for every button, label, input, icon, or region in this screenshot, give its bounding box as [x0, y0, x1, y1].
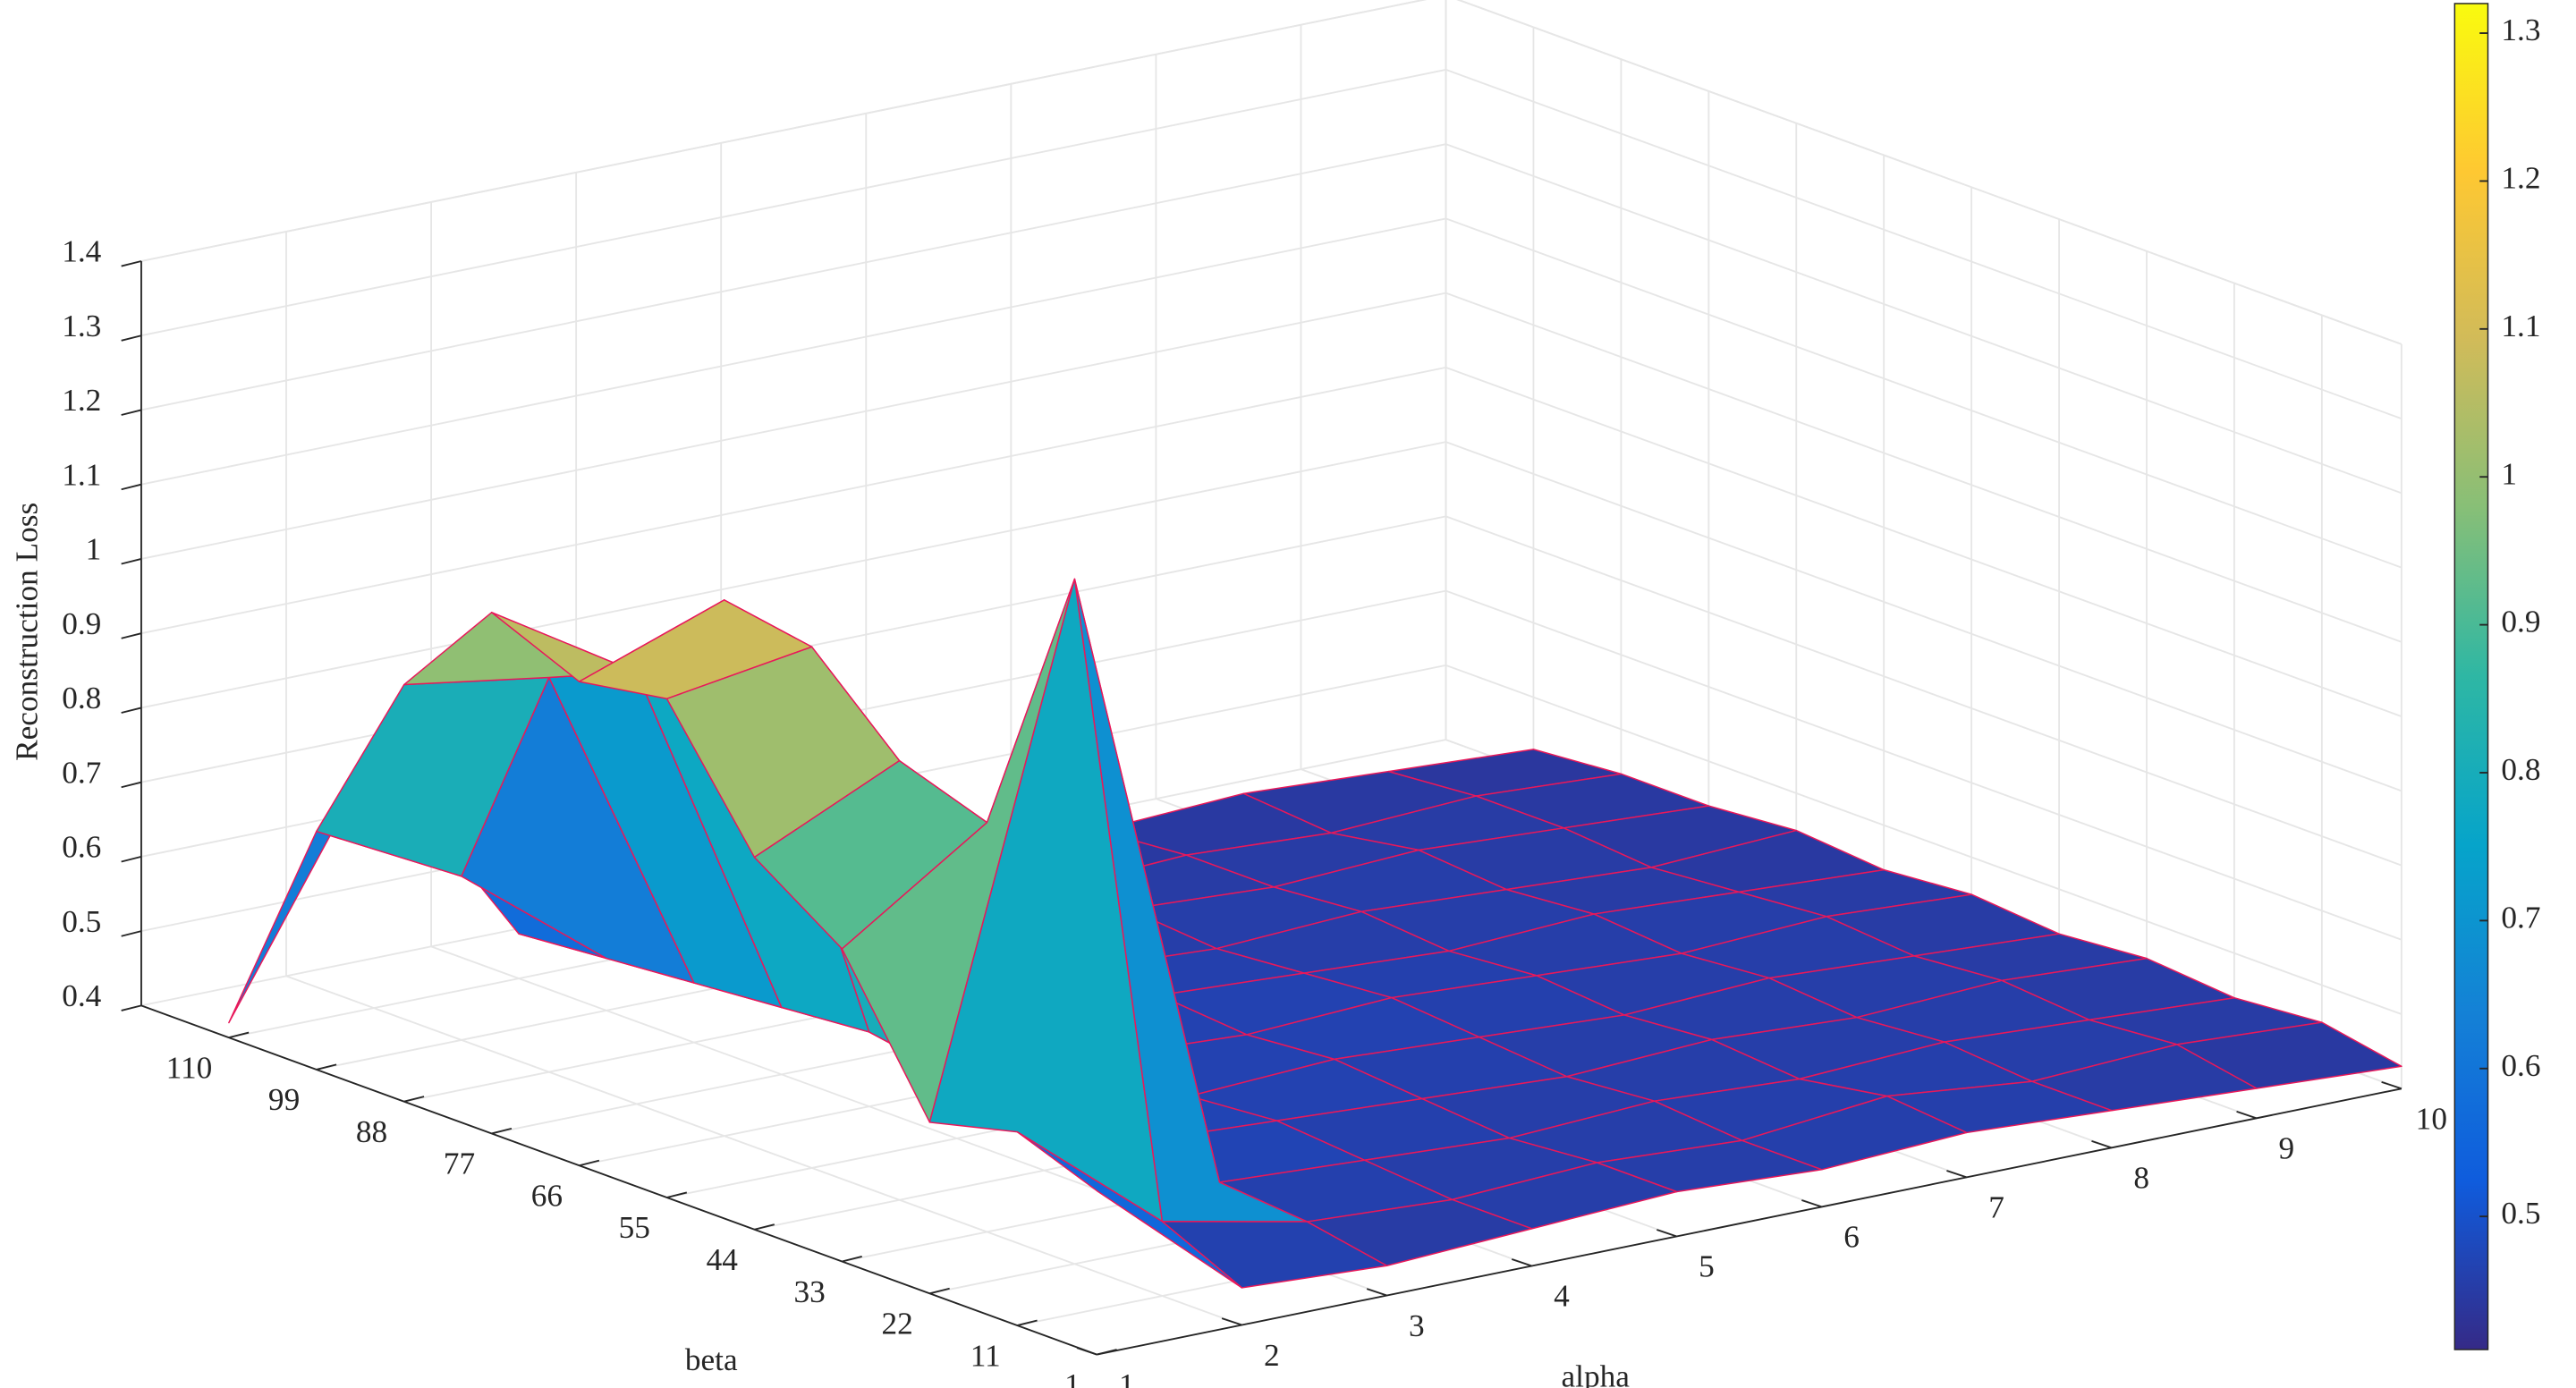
z-tick-label: 0.6 — [62, 830, 101, 865]
z-tick-label: 0.7 — [62, 755, 101, 790]
colorbar — [2453, 3, 2489, 1350]
axis-line — [1097, 1088, 2402, 1356]
y-tick-label: 33 — [794, 1274, 826, 1309]
y-tick-label: 22 — [881, 1307, 912, 1341]
box-edge — [140, 0, 1428, 262]
grid-line — [1445, 664, 2402, 1015]
y-tick-label: 66 — [531, 1178, 563, 1213]
z-axis-label: Reconstruction Loss — [10, 503, 45, 761]
y-tick-label: 11 — [970, 1338, 1001, 1373]
z-tick — [121, 260, 142, 267]
y-axis-label: beta — [685, 1342, 738, 1377]
x-tick-label: 1 — [1119, 1367, 1135, 1388]
colorbar-tick-label: 0.5 — [2501, 1196, 2540, 1231]
z-tick-label: 0.9 — [62, 606, 101, 641]
x-axis-label: alpha — [1562, 1359, 1631, 1388]
y-tick-label: 1 — [1064, 1367, 1080, 1388]
z-tick — [121, 334, 142, 342]
colorbar-tick-label: 0.7 — [2501, 900, 2540, 935]
colorbar-tick-label: 1.2 — [2501, 161, 2540, 196]
y-tick — [1017, 1319, 1038, 1326]
z-tick — [121, 409, 142, 416]
x-tick — [2091, 1140, 2113, 1149]
axis-line — [140, 1004, 1097, 1356]
x-tick — [1656, 1229, 1677, 1238]
z-tick-label: 0.4 — [62, 978, 101, 1013]
box-edge — [1456, 0, 2402, 345]
y-tick-label: 55 — [619, 1210, 650, 1245]
x-tick-label: 7 — [1988, 1190, 2004, 1225]
x-tick — [1221, 1317, 1242, 1326]
z-tick-label: 1.1 — [62, 457, 101, 492]
y-tick — [754, 1223, 775, 1231]
colorbar-tick-label: 1.3 — [2501, 13, 2540, 47]
z-tick — [121, 856, 142, 863]
y-tick — [403, 1096, 425, 1103]
y-tick — [929, 1287, 950, 1295]
grid-line — [140, 143, 1446, 411]
x-tick-label: 2 — [1264, 1338, 1280, 1373]
surface-face — [1016, 1130, 1243, 1289]
colorbar-tick-label: 1.1 — [2501, 309, 2540, 343]
y-tick-label: 77 — [444, 1147, 475, 1181]
x-tick — [2381, 1080, 2402, 1090]
grid-line — [1445, 515, 2402, 867]
x-tick — [2236, 1111, 2258, 1120]
colorbar-tick-label: 1 — [2501, 456, 2517, 491]
grid-line — [285, 975, 1242, 1326]
z-tick — [121, 930, 142, 937]
grid-line — [1445, 143, 2402, 495]
z-tick-label: 0.5 — [62, 904, 101, 939]
y-tick — [228, 1031, 250, 1039]
grid-line — [140, 69, 1446, 337]
z-tick — [121, 707, 142, 714]
z-tick-label: 1.2 — [62, 383, 101, 418]
z-tick — [121, 558, 142, 565]
x-tick — [1366, 1288, 1387, 1297]
colorbar-tick-label: 0.6 — [2501, 1048, 2540, 1083]
z-tick — [121, 1004, 142, 1011]
y-tick — [316, 1063, 337, 1071]
y-tick — [1097, 1349, 1117, 1356]
x-tick-label: 5 — [1699, 1249, 1715, 1284]
grid-line — [1445, 217, 2402, 569]
y-tick — [842, 1256, 862, 1263]
z-tick-label: 1 — [86, 532, 102, 567]
z-tick — [121, 632, 142, 639]
x-tick — [1511, 1258, 1532, 1267]
x-tick-label: 8 — [2133, 1161, 2149, 1196]
y-tick-label: 99 — [268, 1082, 300, 1117]
x-tick-label: 4 — [1554, 1279, 1570, 1314]
z-tick-label: 0.8 — [62, 681, 101, 715]
grid-line — [1445, 69, 2402, 419]
y-tick-label: 44 — [707, 1242, 739, 1277]
z-tick-label: 1.4 — [62, 234, 101, 269]
grid-line — [140, 441, 1446, 709]
x-tick-label: 10 — [2416, 1102, 2447, 1137]
x-tick-label: 6 — [1843, 1220, 1860, 1255]
grid-line — [140, 217, 1446, 486]
x-tick — [1946, 1170, 1968, 1179]
y-tick-label: 110 — [166, 1050, 213, 1085]
grid-line — [1445, 367, 2402, 717]
z-tick — [121, 483, 142, 491]
grid-line — [140, 366, 1446, 635]
grid-line — [1445, 292, 2402, 643]
x-tick — [1801, 1199, 1822, 1208]
colorbar-tick-label: 0.8 — [2501, 752, 2540, 787]
grid-line — [1445, 589, 2402, 941]
z-tick — [121, 781, 142, 789]
y-tick — [491, 1127, 513, 1135]
x-tick — [1076, 1347, 1097, 1356]
y-tick — [579, 1159, 600, 1167]
grid-line — [140, 292, 1446, 560]
z-tick-label: 1.3 — [62, 309, 101, 343]
colorbar-tick-label: 0.9 — [2501, 605, 2540, 639]
x-tick-label: 9 — [2278, 1131, 2294, 1166]
y-tick-label: 88 — [356, 1114, 387, 1149]
y-tick — [666, 1191, 688, 1198]
x-tick-label: 3 — [1409, 1308, 1425, 1343]
grid-line — [1445, 441, 2402, 792]
